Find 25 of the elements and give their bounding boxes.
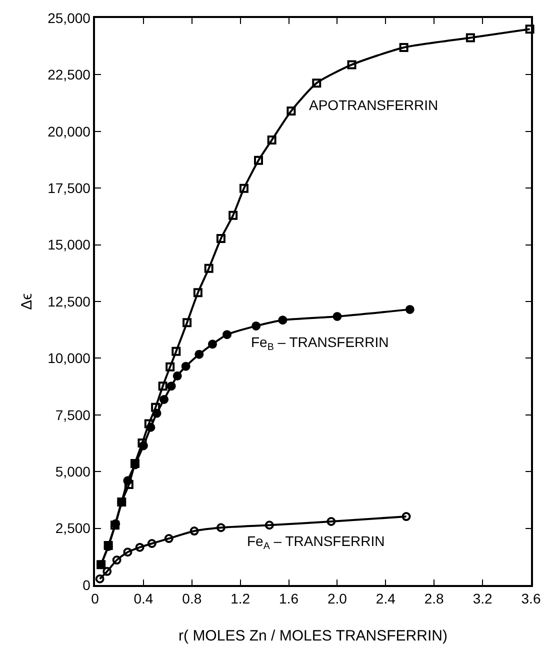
x-tick-label: 0.8: [182, 590, 202, 607]
x-tick-label: 3.6: [521, 590, 541, 607]
y-tick-label: 5,000: [55, 464, 91, 480]
y-tick-label: 7,500: [55, 406, 91, 423]
y-tick-label: 20,000: [48, 123, 91, 140]
series-label: Fe$_{B}$ – TRANSFERRIN: [251, 334, 389, 353]
series-label: APOTRANSFERRIN: [309, 97, 438, 113]
x-tick-label: 0.4: [134, 590, 154, 607]
x-tick-label: 1.2: [230, 590, 250, 607]
x-tick-label: 2.4: [376, 590, 396, 607]
y-tick-label: 25,000: [48, 10, 91, 26]
y-tick-label: 10,000: [48, 350, 91, 366]
y-tick-label: 15,000: [48, 236, 91, 253]
y-tick-label: 22,500: [48, 66, 91, 83]
y-tick-label: 2,500: [55, 520, 91, 536]
x-tick-label: 2.0: [327, 590, 348, 607]
x-tick-label: 3.2: [472, 590, 492, 607]
y-axis-title: Δϵ: [18, 292, 36, 310]
series-label: Fe$_{A}$ – TRANSFERRIN: [247, 533, 385, 552]
x-tick-label: 1.6: [279, 590, 299, 607]
x-axis-title: r( MOLES Zn / MOLES TRANSFERRIN): [178, 628, 448, 644]
x-tick-label: 2.8: [424, 590, 444, 607]
y-tick-label: 12,500: [48, 293, 91, 310]
y-tick-label: 0: [82, 576, 91, 593]
y-tick-label: 17,500: [48, 180, 91, 196]
